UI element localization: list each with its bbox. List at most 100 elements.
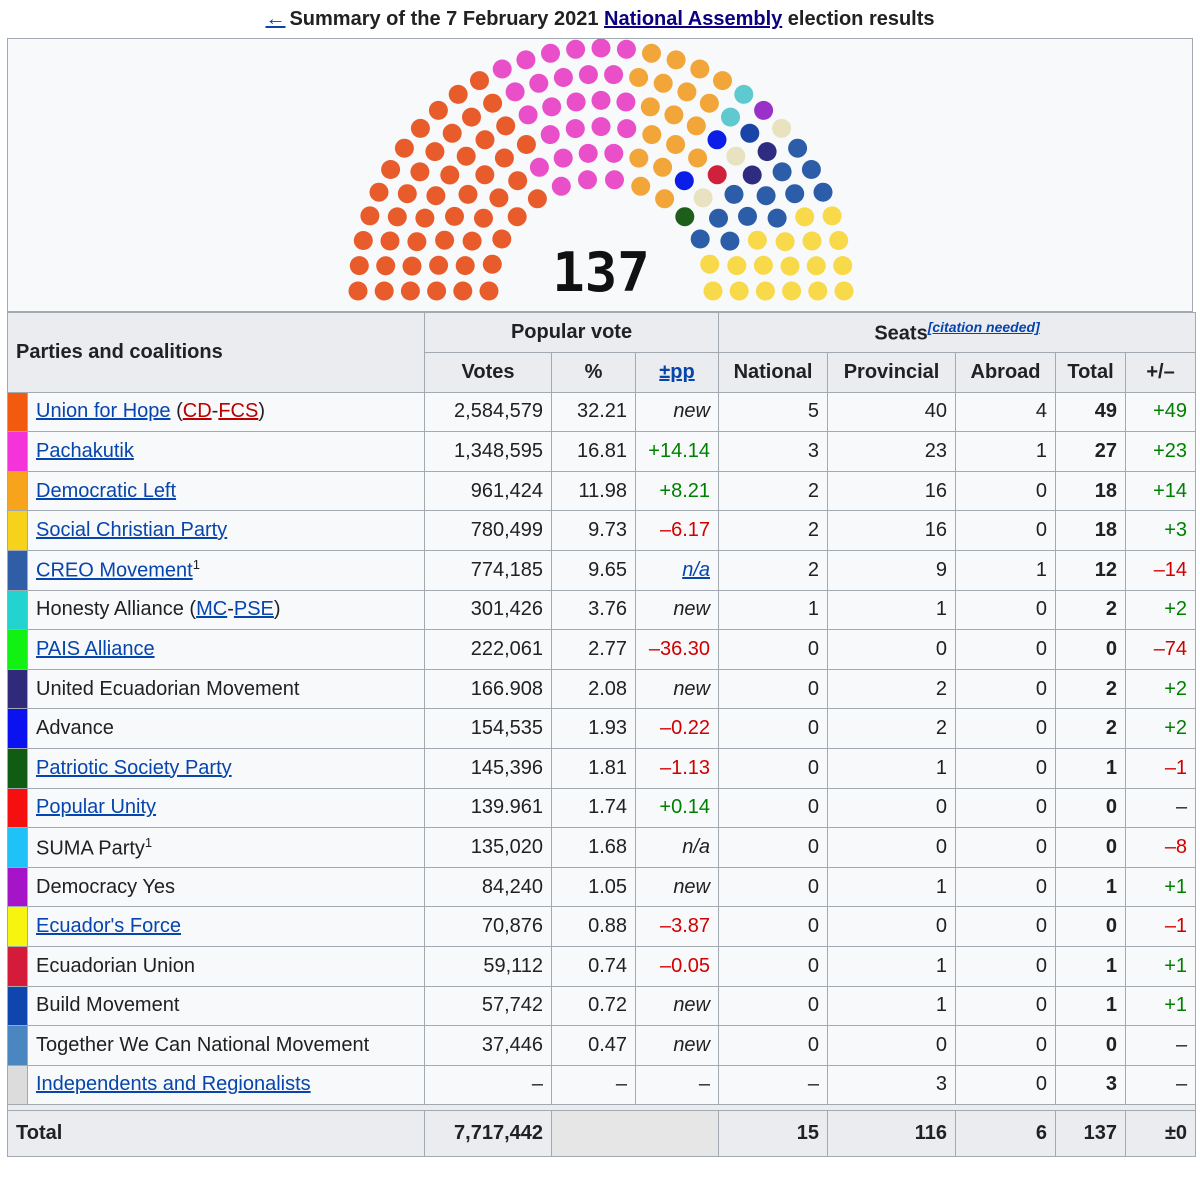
provincial-cell: 0 bbox=[827, 1025, 957, 1066]
table-row: Democracy Yes 84,240 1.05 new 0 1 0 1 +1 bbox=[7, 866, 1197, 908]
party-name: Ecuadorian Union bbox=[36, 954, 195, 977]
table-row: United Ecuadorian Movement 166.908 2.08 new… bbox=[7, 668, 1197, 710]
coalition-member-link[interactable]: MC bbox=[196, 598, 228, 621]
seat-dot bbox=[565, 119, 585, 139]
pp-cell: +0.14 bbox=[635, 787, 720, 829]
table-row: Pachakutik 1,348,595 16.81 +14.14 3 23 1 27 +23 bbox=[7, 431, 1197, 472]
seat-dot bbox=[734, 84, 754, 104]
national-cell: 2 bbox=[718, 510, 829, 551]
pp-link[interactable]: ±pp bbox=[659, 360, 695, 383]
header-pp: ±pp bbox=[635, 352, 720, 393]
change-cell: –1 bbox=[1125, 747, 1197, 789]
seat-dot bbox=[348, 281, 368, 301]
abroad-cell: 0 bbox=[955, 827, 1057, 868]
party-link[interactable]: Independents and Regionalists bbox=[36, 1073, 311, 1096]
party-cell: Democracy Yes bbox=[26, 866, 426, 908]
party-color-swatch bbox=[7, 589, 28, 631]
national-cell: 0 bbox=[718, 629, 829, 670]
seat-dot bbox=[474, 208, 493, 228]
seat-dot bbox=[462, 231, 482, 251]
abroad-cell: 1 bbox=[955, 431, 1057, 472]
pct-cell: 0.47 bbox=[551, 1025, 637, 1066]
party-link[interactable]: Social Christian Party bbox=[36, 519, 228, 542]
seat-dot bbox=[387, 207, 407, 227]
party-name: Advance bbox=[36, 717, 114, 740]
votes-cell: 2,584,579 bbox=[424, 391, 553, 433]
header-parties: Parties and coalitions bbox=[6, 312, 426, 393]
change-cell: –74 bbox=[1125, 629, 1197, 670]
pp-cell: –1.13 bbox=[635, 747, 720, 789]
seat-dot bbox=[591, 117, 611, 137]
coalition-member-link[interactable]: CD bbox=[182, 400, 212, 423]
na-link[interactable]: n/a bbox=[682, 558, 711, 581]
seat-dot bbox=[772, 118, 792, 138]
change-cell: +1 bbox=[1125, 985, 1197, 1027]
pct-cell: 1.74 bbox=[551, 787, 637, 829]
national-cell: – bbox=[718, 1064, 829, 1106]
pp-cell: +8.21 bbox=[635, 470, 720, 512]
seat-dot bbox=[686, 116, 706, 136]
total-cell: 0 bbox=[1055, 629, 1127, 670]
seat-dot bbox=[642, 43, 661, 63]
provincial-cell: 0 bbox=[827, 906, 957, 947]
total-change: ±0 bbox=[1125, 1110, 1197, 1158]
change-cell: – bbox=[1125, 1064, 1197, 1106]
pp-value: –6.17 bbox=[659, 519, 711, 542]
party-link[interactable]: CREO Movement bbox=[36, 560, 193, 583]
party-link[interactable]: Pachakutik bbox=[36, 439, 134, 462]
party-link[interactable]: PAIS Alliance bbox=[36, 637, 155, 660]
seat-dot bbox=[435, 230, 455, 250]
provincial-cell: 1 bbox=[827, 747, 957, 789]
party-name: Honesty Alliance bbox=[36, 598, 184, 621]
seat-dot bbox=[492, 59, 512, 79]
seat-dot bbox=[591, 39, 611, 58]
national-cell: 0 bbox=[718, 985, 829, 1027]
parliament-diagram: 137 bbox=[348, 39, 854, 304]
provincial-cell: 1 bbox=[827, 866, 957, 908]
party-link[interactable]: Patriotic Society Party bbox=[36, 756, 232, 779]
seat-dot bbox=[700, 254, 720, 274]
party-color-swatch bbox=[7, 747, 28, 789]
seat-dot bbox=[527, 189, 547, 209]
seat-dot bbox=[785, 184, 805, 204]
party-cell: Union for Hope (CD-FCS) bbox=[26, 391, 426, 433]
citation-needed-link[interactable]: [citation needed] bbox=[927, 319, 1040, 336]
seat-dot bbox=[508, 171, 528, 191]
change-cell: +23 bbox=[1125, 431, 1197, 472]
seat-dot bbox=[802, 231, 822, 251]
national-cell: 2 bbox=[718, 470, 829, 512]
seat-dot bbox=[475, 130, 495, 150]
seat-dot bbox=[425, 142, 445, 162]
party-link[interactable]: Democratic Left bbox=[36, 479, 177, 502]
coalition-member-link[interactable]: FCS bbox=[218, 400, 259, 423]
seat-dot bbox=[428, 100, 448, 120]
caption-suffix: election results bbox=[782, 8, 935, 30]
national-cell: 5 bbox=[718, 391, 829, 433]
party-link[interactable]: Union for Hope bbox=[36, 400, 171, 423]
seat-dot bbox=[666, 50, 686, 70]
pp-cell: –0.22 bbox=[635, 708, 720, 749]
seat-dot bbox=[529, 73, 549, 93]
seat-dot bbox=[445, 206, 464, 226]
seat-dot bbox=[374, 281, 394, 301]
seat-dot bbox=[707, 165, 727, 185]
national-cell: 0 bbox=[718, 668, 829, 710]
party-link[interactable]: Popular Unity bbox=[36, 796, 157, 819]
seat-dot bbox=[720, 231, 740, 251]
party-cell: Advance bbox=[26, 708, 426, 749]
pp-cell: –3.87 bbox=[635, 906, 720, 947]
pp-value: +14.14 bbox=[648, 439, 711, 462]
seat-dot bbox=[566, 92, 586, 112]
change-cell: +49 bbox=[1125, 391, 1197, 433]
seat-dot bbox=[475, 165, 495, 185]
national-assembly-link[interactable]: National Assembly bbox=[604, 8, 783, 30]
seat-dot bbox=[553, 68, 573, 87]
pp-value: +8.21 bbox=[659, 479, 711, 502]
table-row: Ecuador's Force 70,876 0.88 –3.87 0 0 0 0 –1 bbox=[7, 906, 1197, 947]
party-link[interactable]: Ecuador's Force bbox=[36, 915, 181, 938]
total-abroad: 6 bbox=[955, 1110, 1057, 1158]
results-table: Parties and coalitions Popular vote Seat… bbox=[6, 312, 1197, 1158]
coalition-member-link[interactable]: PSE bbox=[233, 598, 274, 621]
seat-dot bbox=[629, 148, 649, 168]
back-arrow-link[interactable]: ← bbox=[265, 8, 286, 30]
